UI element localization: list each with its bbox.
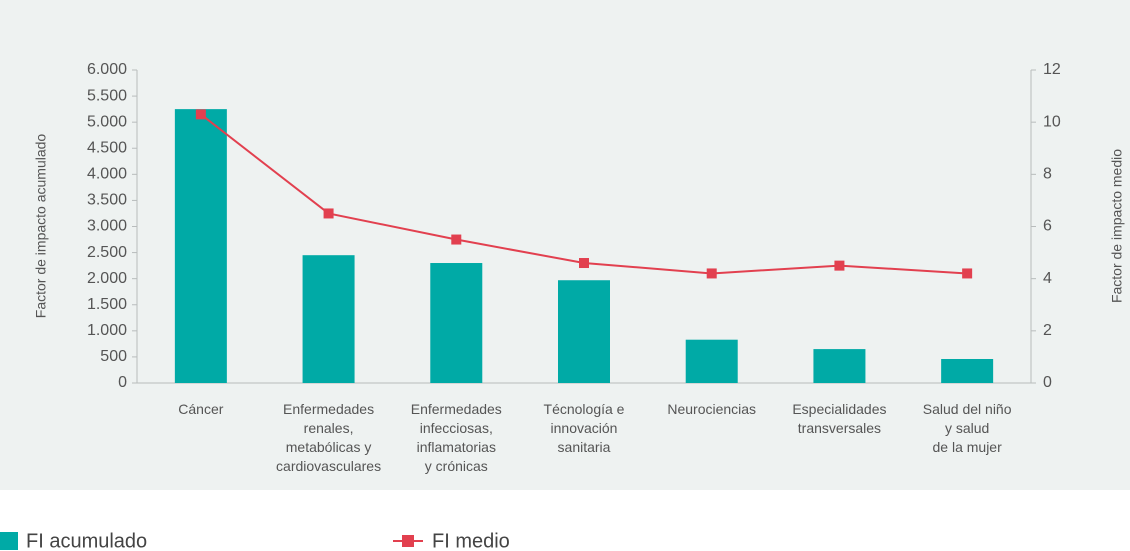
x-tick-label: Enfermedades infecciosas, inflamatorias y c…	[411, 401, 502, 474]
line-marker	[962, 268, 973, 279]
y2-tick-label: 4	[1043, 270, 1052, 287]
line-marker	[195, 109, 206, 120]
bar	[685, 339, 738, 383]
y2-axis-label: Factor de impacto medio	[1109, 149, 1125, 303]
bar	[941, 359, 994, 383]
y-tick-label: 2.000	[87, 270, 127, 287]
x-tick-label: Salud del niño y salud de la mujer	[923, 401, 1012, 455]
bar	[302, 255, 355, 383]
y2-tick-label: 0	[1043, 374, 1052, 391]
y-tick-label: 2.500	[87, 244, 127, 261]
y-tick-label: 1.500	[87, 296, 127, 313]
line-marker	[579, 258, 589, 269]
y-tick-label: 5.000	[87, 113, 127, 130]
y-tick-label: 4.000	[87, 166, 127, 183]
x-tick-label: Neurociencias	[667, 401, 756, 417]
line-marker	[451, 234, 462, 245]
bar	[813, 349, 866, 383]
legend-label: FI acumulado	[26, 530, 147, 551]
y-tick-label: 3.500	[87, 192, 127, 209]
y-tick-label: 6.000	[87, 61, 127, 78]
legend-swatch	[0, 532, 18, 550]
x-tick-label: Cáncer	[178, 401, 223, 417]
y2-tick-label: 12	[1043, 61, 1061, 78]
x-tick-label: Especialidades transversales	[792, 401, 886, 436]
bar	[558, 280, 610, 383]
y-tick-label: 500	[100, 348, 127, 365]
line-marker	[706, 268, 717, 279]
legend-label: FI medio	[432, 530, 510, 551]
line-marker	[834, 260, 845, 271]
y-tick-label: 4.500	[87, 139, 127, 156]
line-marker	[323, 208, 334, 219]
y2-tick-label: 8	[1043, 166, 1052, 183]
y-tick-label: 1.000	[87, 322, 127, 339]
y-tick-label: 5.500	[87, 87, 127, 104]
y2-tick-label: 2	[1043, 322, 1052, 339]
x-tick-label: Enfermedades renales, metabólicas y cardiov…	[276, 401, 381, 474]
y2-tick-label: 10	[1043, 113, 1061, 130]
bar	[174, 109, 227, 383]
legend-swatch	[402, 535, 414, 547]
y-tick-label: 3.000	[87, 218, 127, 235]
y-tick-label: 0	[118, 374, 127, 391]
y2-tick-label: 6	[1043, 218, 1052, 235]
x-tick-label: Técnología e innovación sanitaria	[544, 401, 625, 455]
y-axis-label: Factor de impacto acumulado	[33, 134, 49, 319]
bar	[430, 263, 483, 383]
